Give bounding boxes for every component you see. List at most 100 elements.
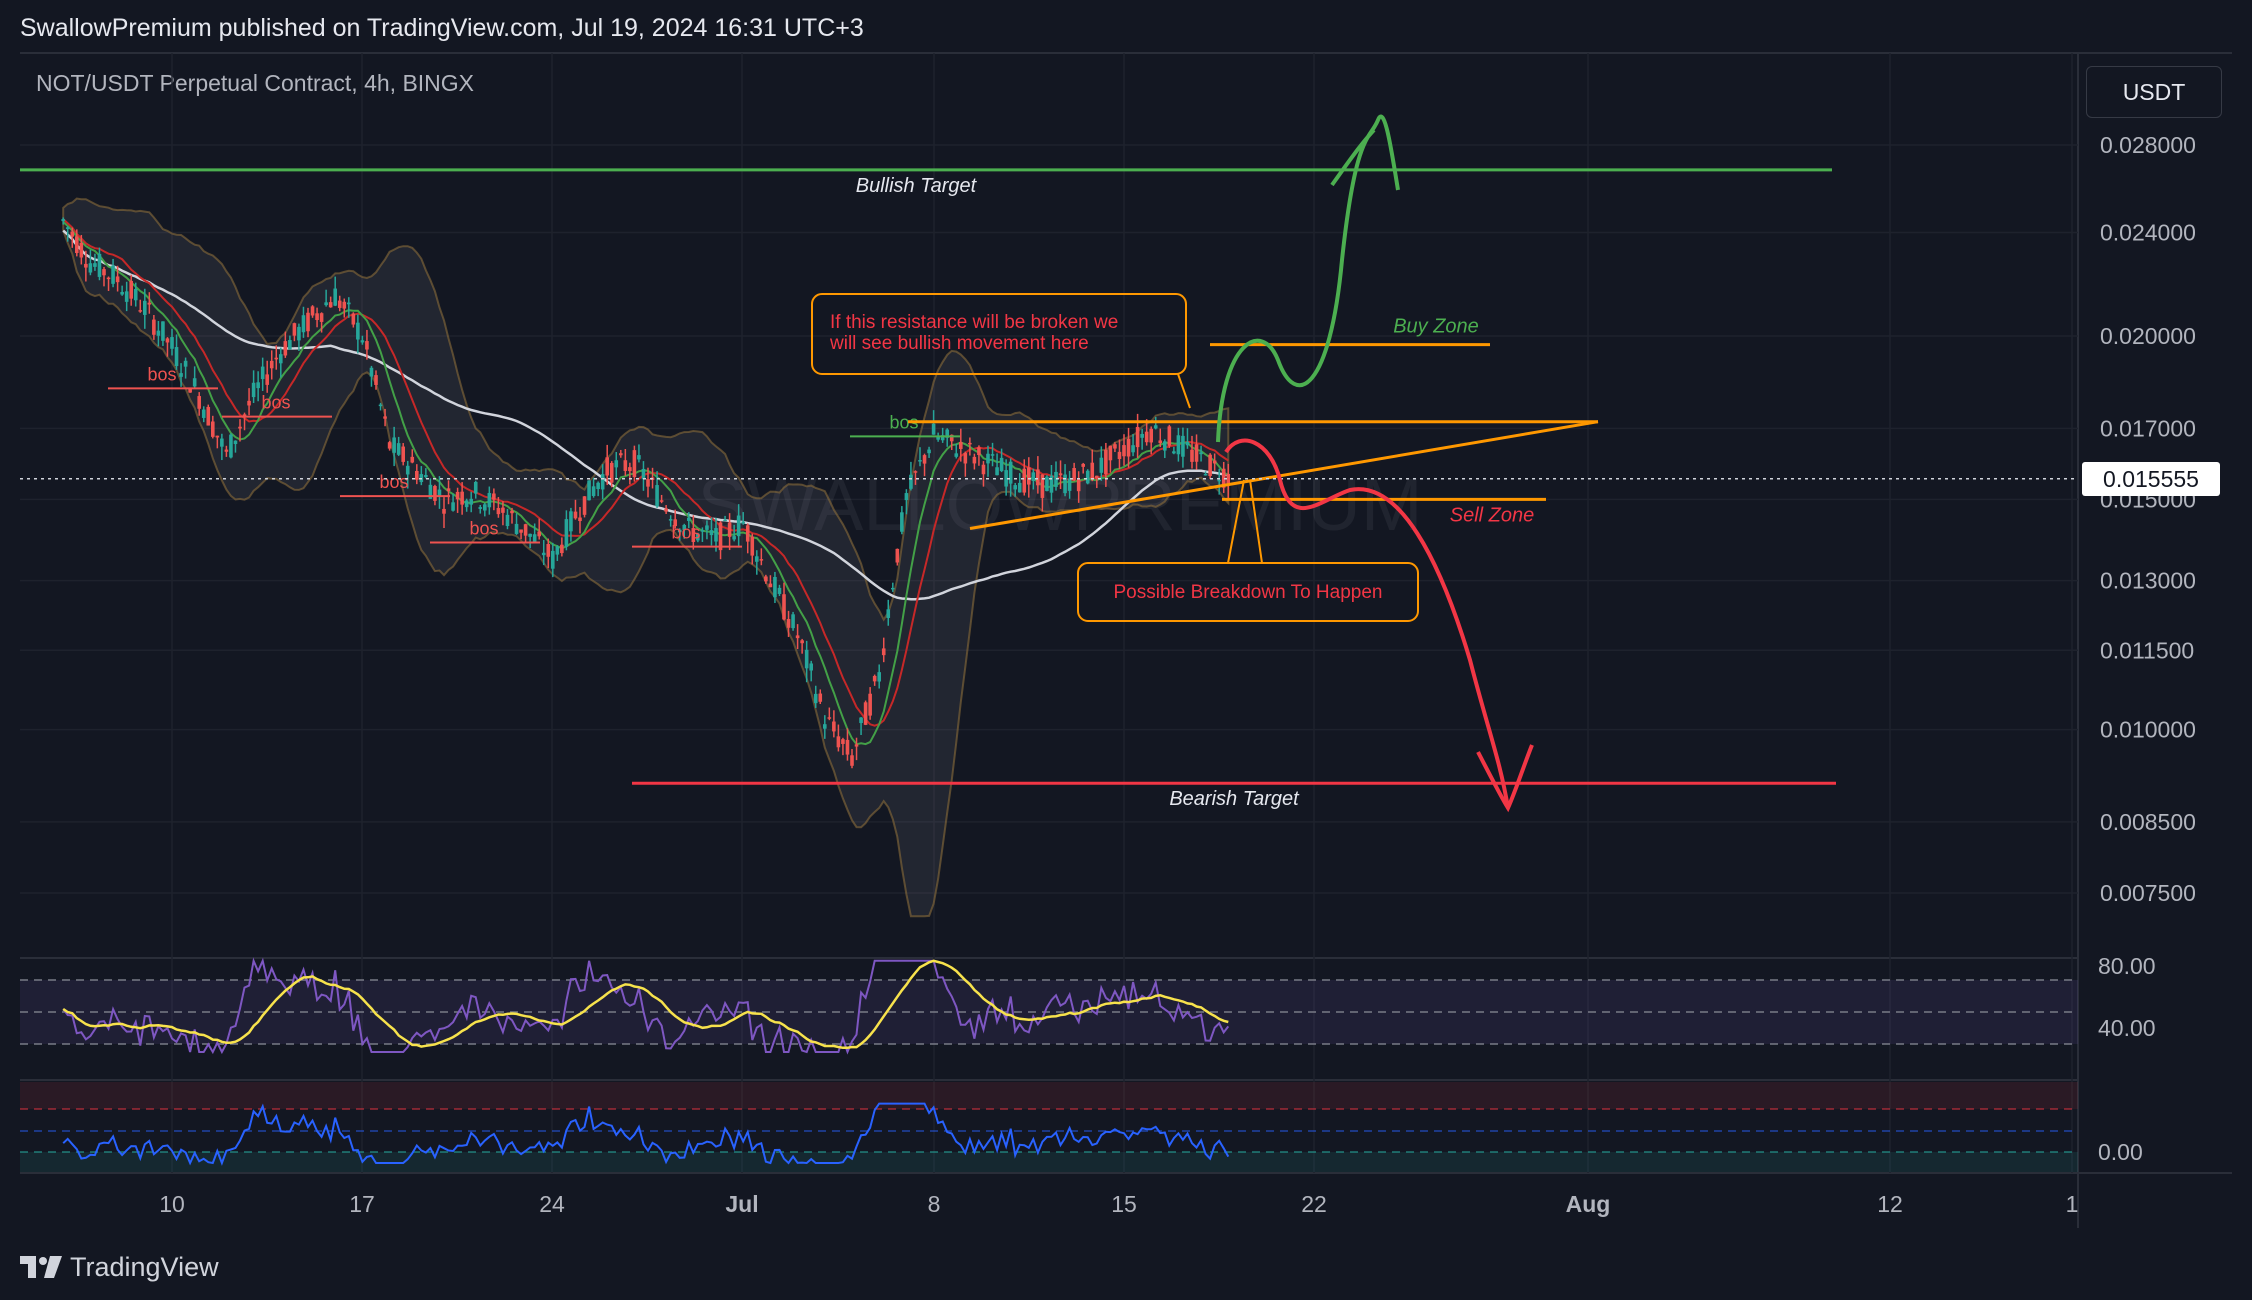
candle-body [483,504,487,511]
candle-body [827,717,832,719]
candle-body [469,498,473,505]
candle-body [1190,449,1194,462]
candle-body [505,514,510,527]
candle-body [628,467,632,472]
rsi-ma-line [62,959,1229,1050]
osc-tick-label: 0.00 [2098,1139,2143,1165]
candle-body [70,231,75,237]
candle-body [691,528,696,542]
bos-label: bos [469,519,498,539]
candle-body [297,326,301,341]
candle-body [1185,441,1190,446]
bos-label: bos [671,523,700,543]
candle-body [1108,445,1113,461]
candle-body [587,480,591,501]
candle-body [904,493,909,501]
candle-body [1036,469,1040,486]
rsi-tick-label: 80.00 [2098,953,2156,979]
candle-body [451,502,455,511]
candle-body [1045,476,1049,492]
candle-body [673,519,677,527]
candle-body [415,470,419,480]
candle-body [1153,425,1158,429]
candle-body [655,485,659,507]
candle-body [1181,435,1185,457]
candle-body [1203,473,1208,476]
candle-body [165,338,170,343]
candle-body [238,426,242,429]
candle-body [940,435,945,441]
candle-body [315,313,319,321]
candle-body [347,302,351,305]
candle-body [333,288,337,306]
candle-body [872,675,877,682]
candle-body [179,373,183,377]
candle-body [365,341,369,350]
x-tick-label: 24 [539,1191,565,1217]
bos-label: bos [147,364,176,384]
candle-body [891,587,895,590]
candle-body [93,263,97,267]
candle-body [387,442,392,449]
candle-body [981,464,986,475]
candle-body [968,442,972,445]
candle-body [682,524,687,531]
candle-body [306,312,310,332]
candle-body [850,755,854,766]
candle-body [619,453,623,456]
rising-trendline[interactable] [969,420,1599,531]
bos-label: bos [379,472,408,492]
candle-body [949,434,954,442]
candle-body [578,517,582,522]
candle-body [374,375,378,385]
candle-body [1199,452,1203,455]
candle-body [959,442,963,449]
candle-body [161,321,165,341]
candle-body [986,453,990,464]
candle-body [541,552,546,556]
candle-body [768,583,773,588]
candle-body [637,455,641,460]
x-tick-label: 1 [2066,1191,2079,1217]
candle-body [1113,444,1117,449]
x-tick-label: 10 [159,1191,185,1217]
candle-body [455,491,460,500]
bos-label: bos [889,412,918,432]
candle-body [809,663,813,671]
candle-body [288,340,292,350]
candle-body [1076,479,1081,492]
candle-body [206,406,211,426]
candle-body [428,484,433,499]
candle-body [487,493,492,508]
candle-body [886,609,891,618]
currency-button[interactable]: USDT [2086,66,2222,118]
candle-body [718,522,723,551]
x-tick-label: 12 [1877,1191,1903,1217]
candle-body [324,302,328,306]
candle-body [564,519,569,547]
candle-body [501,507,505,513]
candle-body [1176,435,1181,455]
candle-body [233,440,238,445]
candle-body [337,300,342,308]
candle-body [755,556,759,562]
candle-body [274,357,279,360]
candle-body [546,544,551,557]
tradingview-logo[interactable]: TradingView [20,1250,219,1284]
candle-body [170,337,174,349]
candle-body [396,443,401,455]
candle-body [220,438,224,447]
candle-body [156,330,161,336]
candle-body [995,467,999,476]
candle-body [75,236,79,254]
candle-body [863,702,868,725]
candle-body [591,486,596,496]
candle-body [913,471,918,473]
candle-body [677,529,682,533]
candle-body [138,310,143,312]
candle-body [1172,451,1176,454]
candle-body [1072,468,1076,480]
sell-zone-label: Sell Zone [1450,504,1535,526]
candle-body [791,614,795,629]
candle-body [1217,479,1221,482]
